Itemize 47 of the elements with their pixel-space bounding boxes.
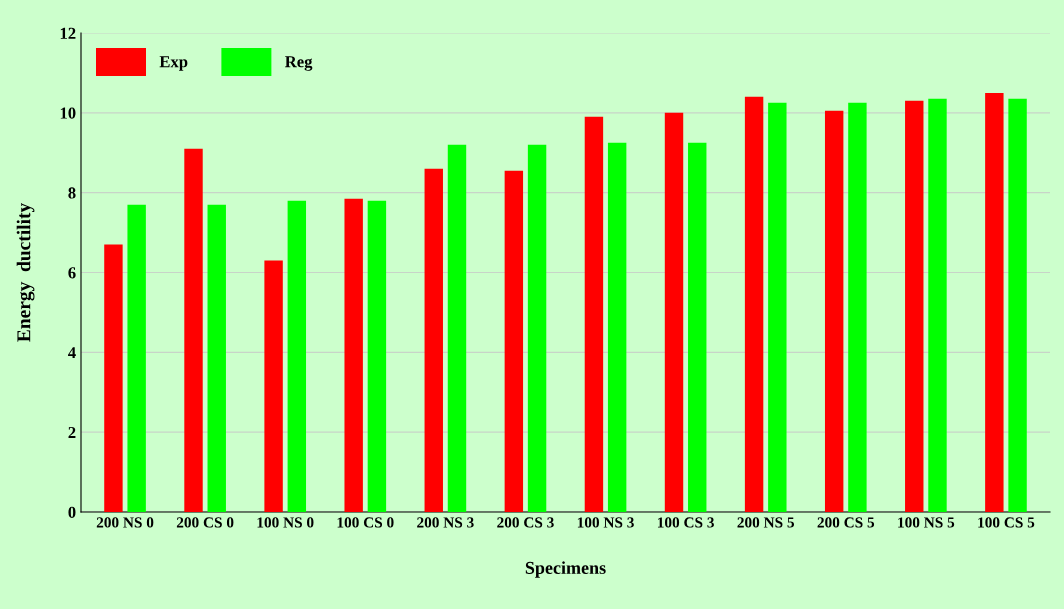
y-tick-label: 6 [68, 267, 76, 279]
bar [264, 260, 283, 512]
bar [207, 204, 226, 512]
bar [848, 102, 867, 512]
x-tick-label: 200 NS 5 [737, 517, 795, 528]
bar [104, 244, 123, 512]
y-tick-label: 10 [60, 107, 76, 119]
bar [768, 102, 787, 512]
x-tick-label: 200 CS 0 [176, 517, 234, 528]
x-tick-label: 200 NS 3 [417, 517, 474, 528]
x-tick-label: 100 CS 0 [337, 517, 394, 528]
bar [607, 142, 627, 512]
bar [824, 110, 844, 512]
x-tick-label: 100 CS 3 [657, 517, 714, 528]
bar [447, 144, 467, 512]
x-tick-label: 100 NS 0 [257, 517, 314, 528]
y-tick-label: 0 [68, 506, 76, 518]
bar [1008, 98, 1027, 512]
x-tick-label: 100 CS 5 [978, 517, 1035, 528]
legend-label: Reg [285, 56, 313, 71]
bar [527, 144, 547, 512]
x-axis-title: Specimens [525, 561, 606, 578]
x-tick-label: 200 NS 0 [96, 517, 154, 528]
bar [184, 148, 203, 512]
bar [287, 200, 307, 512]
bar [928, 98, 947, 512]
bar [424, 168, 443, 512]
x-tick-label: 200 CS 3 [497, 517, 554, 528]
bar [985, 92, 1004, 512]
y-tick-label: 8 [68, 187, 76, 199]
y-tick-label: 12 [60, 27, 76, 39]
x-tick-label: 200 CS 5 [817, 517, 875, 528]
y-tick-label: 4 [68, 347, 76, 359]
legend-label: Exp [159, 56, 188, 71]
bar [688, 142, 707, 512]
bar [344, 198, 363, 512]
bar [127, 204, 146, 512]
x-tick-label: 100 NS 3 [577, 517, 634, 528]
bar [664, 112, 684, 512]
x-tick-label: 100 NS 5 [898, 517, 955, 528]
y-axis-title: Energy ductility [16, 203, 35, 342]
bar [584, 116, 604, 512]
y-tick-label: 2 [68, 426, 76, 438]
bar [367, 200, 387, 512]
bar [744, 96, 764, 512]
bar [504, 170, 524, 512]
bar [905, 100, 924, 512]
